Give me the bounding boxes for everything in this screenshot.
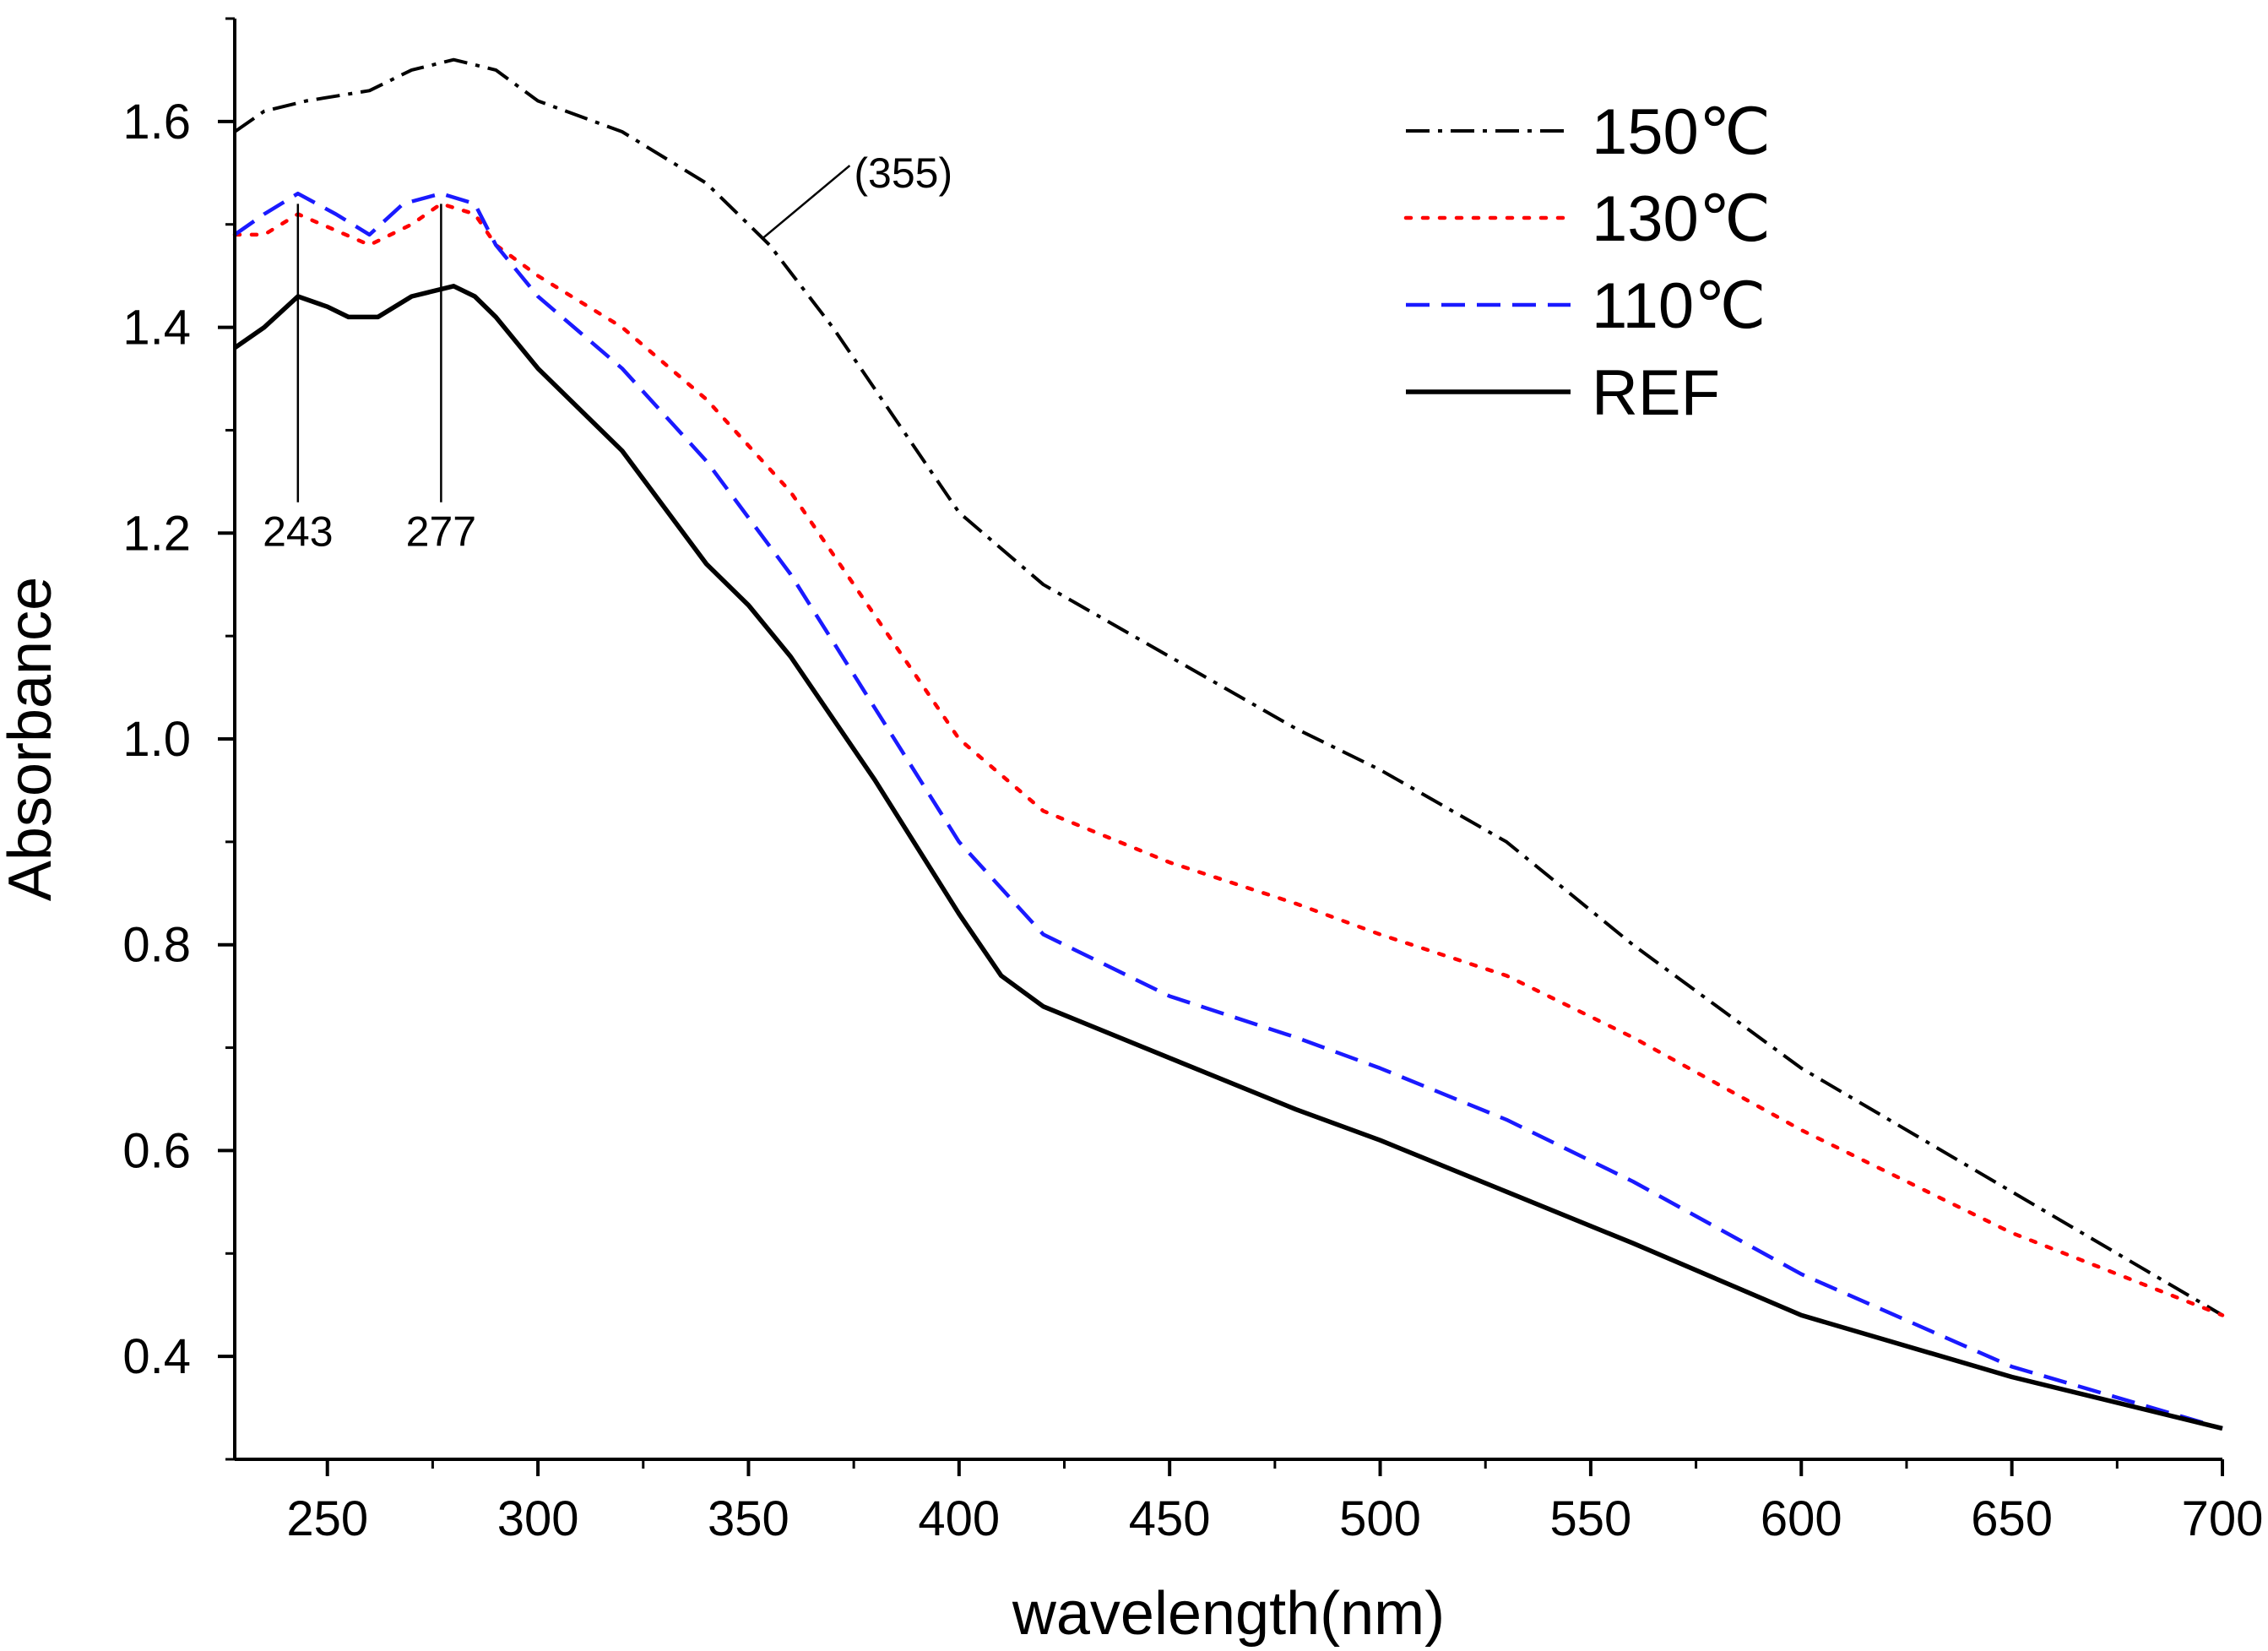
x-tick-label: 550	[1550, 1491, 1632, 1546]
shoulder-marker-line	[762, 165, 851, 240]
axes-group	[233, 19, 2222, 1461]
peak-label: 243	[263, 508, 333, 556]
x-tick-label: 450	[1129, 1491, 1211, 1546]
x-tick-label: 600	[1761, 1491, 1842, 1546]
x-tick-label: 250	[286, 1491, 368, 1546]
x-tick-label: 350	[708, 1491, 789, 1546]
y-tick-label: 0.6	[122, 1123, 191, 1178]
annotation-group: 243 277 (355)	[263, 149, 952, 556]
y-tick-label: 1.6	[122, 95, 191, 149]
legend-label: REF	[1592, 357, 1720, 429]
y-tick-label: 0.4	[122, 1329, 191, 1384]
shoulder-label: (355)	[854, 149, 952, 197]
x-tick-label: 500	[1339, 1491, 1421, 1546]
y-tick-label: 0.8	[122, 918, 191, 973]
legend: 150℃ 130℃ 110℃ REF	[1403, 96, 1771, 429]
legend-label: 130℃	[1592, 183, 1771, 255]
y-tick-label: 1.2	[122, 506, 191, 561]
series-line-REF	[233, 284, 2223, 1431]
peak-label: 277	[406, 508, 476, 556]
x-tick-label: 700	[2182, 1491, 2264, 1546]
legend-label: 150℃	[1592, 96, 1771, 168]
y-axis-title: Absorbance	[0, 577, 64, 901]
x-axis-title: wavelength(nm)	[1012, 1580, 1445, 1648]
plot-series-group	[232, 57, 2225, 1431]
series-line-130℃	[232, 202, 2225, 1317]
series-line-150℃	[233, 57, 2224, 1317]
x-tick-label: 300	[497, 1491, 579, 1546]
y-tick-label: 1.4	[122, 301, 191, 356]
y-tick-label: 1.0	[122, 712, 191, 767]
x-tick-label: 400	[918, 1491, 1000, 1546]
legend-label: 110℃	[1592, 270, 1766, 342]
x-tick-label: 650	[1971, 1491, 2053, 1546]
series-line-110℃	[233, 191, 2223, 1431]
tick-group: 250 300 350 400 450 500 550 600 650 700 0.4 0.6 0.8 1…	[122, 17, 2264, 1546]
